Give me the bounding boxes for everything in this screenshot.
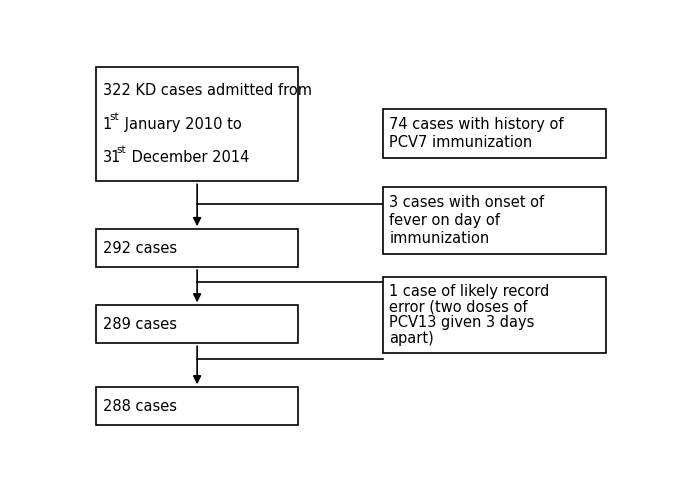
Text: 1 case of likely record: 1 case of likely record	[389, 284, 549, 299]
Text: fever on day of: fever on day of	[389, 213, 500, 228]
Text: 31: 31	[103, 150, 121, 165]
FancyBboxPatch shape	[383, 187, 606, 254]
Text: st: st	[110, 112, 119, 122]
FancyBboxPatch shape	[383, 109, 606, 158]
Text: 289 cases: 289 cases	[103, 317, 177, 332]
FancyBboxPatch shape	[96, 305, 298, 344]
Text: January 2010 to: January 2010 to	[120, 117, 242, 132]
Text: 74 cases with history of: 74 cases with history of	[389, 117, 564, 132]
FancyBboxPatch shape	[96, 67, 298, 181]
Text: PCV13 given 3 days: PCV13 given 3 days	[389, 315, 535, 330]
Text: apart): apart)	[389, 331, 434, 346]
Text: error (two doses of: error (two doses of	[389, 299, 527, 314]
Text: PCV7 immunization: PCV7 immunization	[389, 135, 532, 150]
FancyBboxPatch shape	[96, 387, 298, 425]
Text: st: st	[116, 146, 126, 155]
Text: immunization: immunization	[389, 231, 490, 246]
Text: December 2014: December 2014	[127, 150, 249, 165]
FancyBboxPatch shape	[96, 229, 298, 267]
Text: 292 cases: 292 cases	[103, 241, 177, 255]
Text: 1: 1	[103, 117, 112, 132]
Text: 288 cases: 288 cases	[103, 399, 177, 414]
Text: 322 KD cases admitted from: 322 KD cases admitted from	[103, 83, 312, 98]
Text: 3 cases with onset of: 3 cases with onset of	[389, 195, 545, 210]
FancyBboxPatch shape	[383, 277, 606, 353]
